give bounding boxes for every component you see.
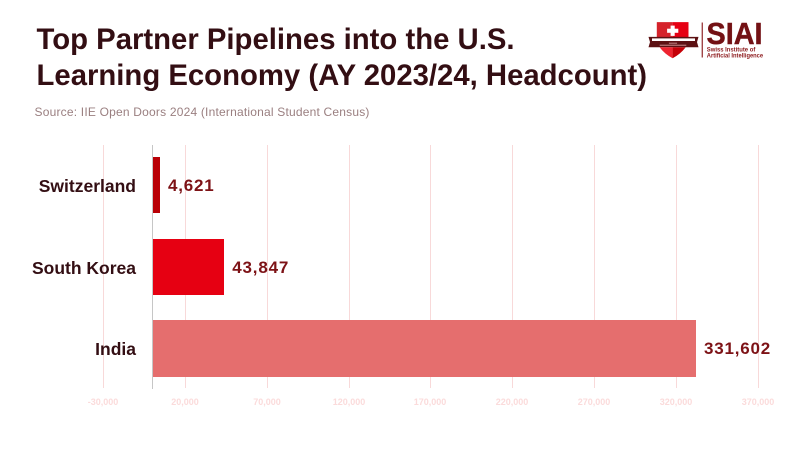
svg-text:Artificial Intelligence: Artificial Intelligence bbox=[707, 53, 764, 60]
svg-text:Swiss Institute of: Swiss Institute of bbox=[707, 46, 756, 53]
svg-text:SIAI: SIAI bbox=[707, 16, 763, 51]
